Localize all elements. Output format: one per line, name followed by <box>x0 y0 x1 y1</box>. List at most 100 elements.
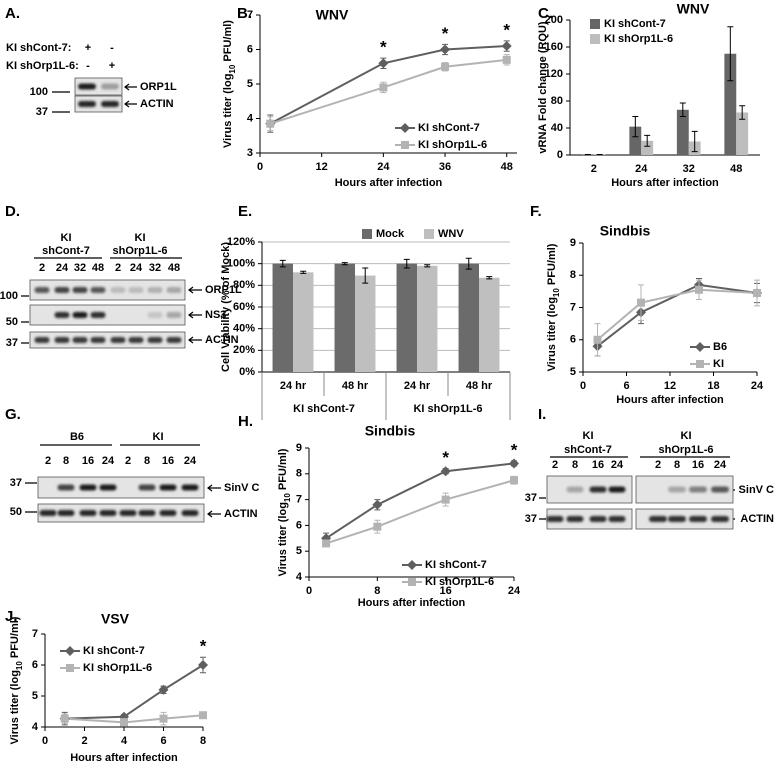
lane-label: 8 <box>144 455 150 467</box>
panel-letter: F. <box>530 203 542 220</box>
band <box>566 486 584 493</box>
marker-dash <box>25 482 37 513</box>
band <box>668 516 686 522</box>
y-tick-label: 5 <box>570 366 576 378</box>
marker <box>695 342 705 352</box>
group-label: KI shOrp1L-6 <box>413 403 482 415</box>
y-tick-label: 80 <box>551 95 563 107</box>
y-tick-label: 9 <box>570 237 576 249</box>
y-axis-label-part: PFU/ml) <box>277 448 289 493</box>
x-axis-label: Hours after infection <box>70 752 178 764</box>
group-label: B6 <box>70 431 84 443</box>
x-tick-label: 0 <box>257 161 263 173</box>
blot <box>29 331 186 349</box>
size-marker: 37 <box>6 337 18 349</box>
error-bar <box>341 262 348 266</box>
band <box>110 287 126 293</box>
y-tick-label: 5 <box>247 78 253 90</box>
error-bar <box>691 130 698 153</box>
size-marker: 37 <box>525 492 537 504</box>
marker <box>408 578 416 586</box>
y-tick-label: 8 <box>296 468 302 480</box>
blot <box>74 77 123 96</box>
band <box>72 312 88 318</box>
panel-letter: E. <box>238 203 252 220</box>
error-bar <box>362 267 369 284</box>
bar <box>629 126 642 155</box>
group-label: shOrp1L-6 <box>658 444 713 456</box>
band <box>72 287 88 293</box>
x-tick-label: 36 <box>439 161 451 173</box>
group-label: KI <box>61 232 72 244</box>
legend-swatch <box>590 19 600 29</box>
x-tick-label: 24 hr <box>280 380 307 392</box>
bar <box>417 265 438 372</box>
y-tick-label: 0 <box>557 149 563 161</box>
marker <box>65 646 75 656</box>
y-axis-label-part: 10 <box>552 288 561 297</box>
lane-label: 48 <box>92 262 104 274</box>
marker <box>60 714 69 723</box>
marker <box>441 62 450 71</box>
error-bar <box>424 264 431 268</box>
group-label: shCont-7 <box>42 245 90 257</box>
condition-label: KI shCont-7: <box>6 42 71 54</box>
error-bar <box>727 26 734 82</box>
legend-label: KI shOrp1L-6 <box>425 576 494 588</box>
lane-label: 2 <box>125 455 131 467</box>
y-tick-label: 7 <box>32 628 38 640</box>
band <box>57 484 75 491</box>
legend-label: KI shCont-7 <box>425 559 487 571</box>
band <box>128 337 144 343</box>
error-bar <box>679 102 686 118</box>
marker <box>502 55 511 64</box>
error-bar <box>300 270 307 274</box>
marker <box>401 141 409 149</box>
legend-label: B6 <box>713 341 727 353</box>
legend-label: KI shCont-7 <box>418 122 480 134</box>
x-axis-label: Hours after infection <box>335 177 443 189</box>
lane-label: 24 <box>184 455 197 467</box>
lane-label: 16 <box>82 455 94 467</box>
chart-title: Sindbis <box>600 223 651 239</box>
x-tick-label: 12 <box>664 380 676 392</box>
y-tick-label: 160 <box>545 41 563 53</box>
x-tick-label: 24 <box>508 585 521 597</box>
band <box>147 312 163 318</box>
legend-swatch <box>362 229 372 239</box>
blot <box>74 95 123 113</box>
lane-label: 24 <box>102 455 115 467</box>
x-tick-label: 24 hr <box>404 380 431 392</box>
series-line <box>64 664 204 720</box>
band <box>608 516 626 522</box>
size-marker: 37 <box>525 513 537 525</box>
band <box>39 510 57 516</box>
band <box>57 510 75 516</box>
x-tick-label: 0 <box>306 585 312 597</box>
lane-label: 8 <box>572 459 578 471</box>
bar <box>272 263 293 372</box>
x-axis-label: Hours after infection <box>611 177 719 189</box>
condition-mark: + <box>109 60 115 72</box>
band <box>99 510 117 516</box>
band-label: ACTIN <box>140 98 174 110</box>
condition-mark: - <box>110 42 114 54</box>
x-tick-label: 6 <box>160 735 166 747</box>
band <box>101 83 119 90</box>
y-axis-label: Virus titer (log10 PFU/ml) <box>222 20 237 148</box>
y-tick-label: 7 <box>570 301 576 313</box>
group-label: KI <box>153 431 164 443</box>
band <box>589 516 607 522</box>
x-tick-label: 6 <box>623 380 629 392</box>
significance: * <box>200 637 207 656</box>
legend-label: KI shCont-7 <box>604 18 666 30</box>
error-bar <box>632 116 639 138</box>
x-tick-label: 48 <box>730 163 742 175</box>
lane-label: 2 <box>655 459 661 471</box>
panel-letter: C. <box>538 5 553 22</box>
arrow <box>207 484 221 518</box>
condition-label: KI shOrp1L-6: <box>6 60 79 72</box>
band <box>159 510 177 516</box>
lane-label: 2 <box>45 455 51 467</box>
